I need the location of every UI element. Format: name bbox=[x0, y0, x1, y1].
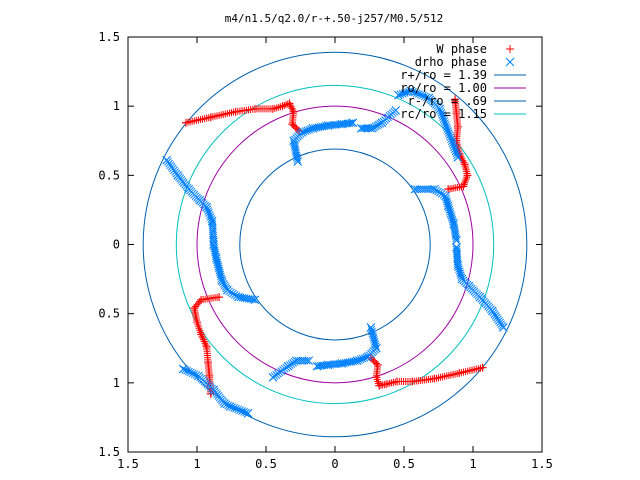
series-arm bbox=[182, 99, 303, 135]
circle-r-ro-69 bbox=[239, 148, 431, 341]
legend-item-ro-ro-1-00: ro/ro = 1.00 bbox=[400, 81, 526, 95]
legend-label: r-/ro = .69 bbox=[408, 94, 487, 108]
series-arm bbox=[452, 243, 508, 332]
series-arm bbox=[313, 323, 381, 371]
legend-marker bbox=[506, 45, 514, 53]
legend-label: W phase bbox=[436, 42, 487, 56]
circle-r-ro-1-39 bbox=[142, 51, 528, 438]
circle-rc-ro-1-15 bbox=[175, 84, 495, 405]
legend-item-rc-ro-1-15: rc/ro = 1.15 bbox=[400, 107, 526, 121]
legend-label: drho phase bbox=[415, 55, 487, 69]
series-w-phase bbox=[181, 95, 487, 398]
series-arm bbox=[357, 106, 400, 133]
y-tick-label: 0.5 bbox=[98, 307, 120, 321]
x-tick-label: 0.5 bbox=[255, 457, 277, 471]
series-arm bbox=[179, 365, 252, 418]
x-tick-label: 1 bbox=[469, 457, 476, 471]
x-tick-label: 0 bbox=[331, 457, 338, 471]
y-tick-label: 1.5 bbox=[98, 30, 120, 44]
series-arm bbox=[394, 87, 462, 162]
series-arm bbox=[209, 240, 259, 304]
y-tick-label: 1 bbox=[113, 99, 120, 113]
circles-layer bbox=[142, 51, 528, 438]
legend-label: r+/ro = 1.39 bbox=[400, 68, 487, 82]
legend-item-w-phase: W phase bbox=[436, 42, 514, 56]
x-tick-label: 1.5 bbox=[117, 457, 139, 471]
points-layer bbox=[162, 86, 508, 418]
series-arm bbox=[269, 356, 313, 382]
series-drho-phase bbox=[162, 86, 508, 418]
x-tick-label: 0.5 bbox=[393, 457, 415, 471]
legend-item-r-ro-1-39: r+/ro = 1.39 bbox=[400, 68, 526, 82]
y-tick-label: 0.5 bbox=[98, 168, 120, 182]
chart-title: m4/n1.5/q2.0/r-+.50-j257/M0.5/512 bbox=[225, 12, 444, 25]
legend-item-drho-phase: drho phase bbox=[415, 55, 515, 69]
legend-label: rc/ro = 1.15 bbox=[400, 107, 487, 121]
x-tick-label: 1.5 bbox=[531, 457, 553, 471]
ticks-layer: 1.5 1 0.5 0 0.5 1 1.51.510.500.511.5 bbox=[98, 30, 553, 471]
series-arm bbox=[289, 118, 357, 166]
legend-item-r-ro-69: r-/ro = .69 bbox=[408, 94, 526, 108]
y-tick-label: 1.5 bbox=[98, 445, 120, 459]
y-tick-label: 1 bbox=[113, 376, 120, 390]
legend-label: ro/ro = 1.00 bbox=[400, 81, 487, 95]
legend-marker bbox=[505, 57, 515, 67]
circle-ro-ro-1-00 bbox=[196, 105, 474, 384]
x-tick-label: 1 bbox=[193, 457, 200, 471]
series-arm bbox=[162, 156, 218, 246]
series-arm bbox=[411, 185, 461, 245]
series-arm bbox=[367, 354, 487, 390]
y-tick-label: 0 bbox=[113, 238, 120, 252]
